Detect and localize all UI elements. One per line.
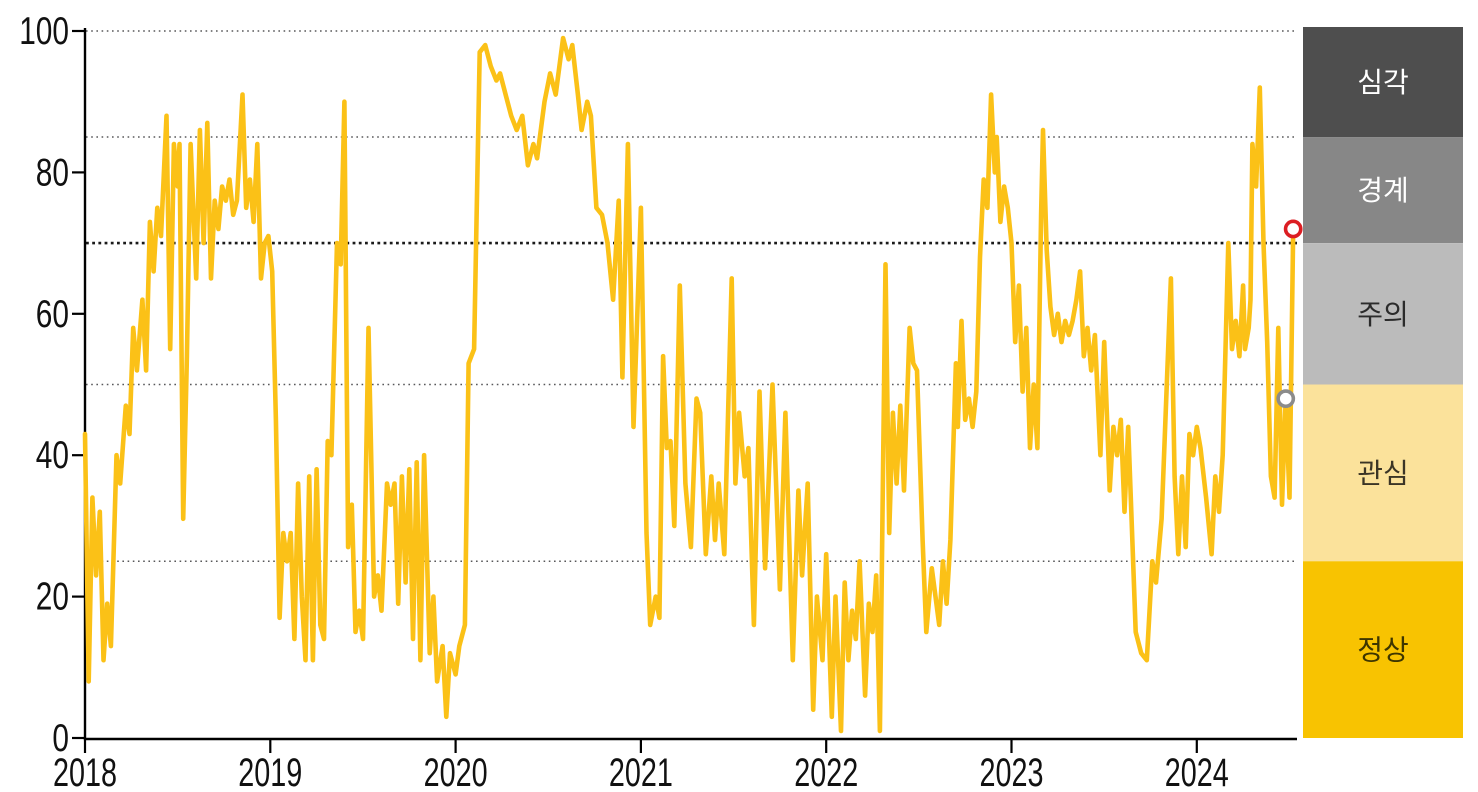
x-axis-label-2024: 2024 (1165, 751, 1229, 792)
legend-band-label-0: 심각 (1357, 67, 1409, 98)
legend-band-label-1: 경계 (1357, 175, 1409, 206)
x-axis-label-2018: 2018 (53, 751, 117, 792)
x-axis-label-2022: 2022 (794, 751, 858, 792)
legend-band-2 (1303, 243, 1463, 385)
y-axis-label-20: 20 (36, 576, 69, 619)
legend-band-label-4: 정상 (1357, 635, 1409, 666)
legend-band-4 (1303, 561, 1463, 738)
y-axis-label-100: 100 (19, 10, 69, 53)
legend-band-1 (1303, 137, 1463, 244)
y-axis-label-80: 80 (36, 151, 69, 194)
x-axis-label-2021: 2021 (609, 751, 673, 792)
legend-band-3 (1303, 384, 1463, 562)
marker-latest-point (1283, 219, 1303, 239)
y-axis-label-60: 60 (36, 293, 69, 336)
legend-band-0 (1303, 27, 1463, 138)
legend-band-label-3: 관심 (1357, 458, 1409, 489)
index-line (82, 35, 1296, 734)
x-axis-label-2020: 2020 (424, 751, 488, 792)
y-axis-label-0: 0 (52, 717, 69, 760)
axes (83, 28, 1297, 741)
y-axis-label-40: 40 (36, 434, 69, 477)
x-axis-label-2023: 2023 (980, 751, 1044, 792)
legend-band-label-2: 주의 (1357, 299, 1409, 330)
x-axis-label-2019: 2019 (238, 751, 302, 792)
marker-previous-point (1276, 389, 1296, 409)
